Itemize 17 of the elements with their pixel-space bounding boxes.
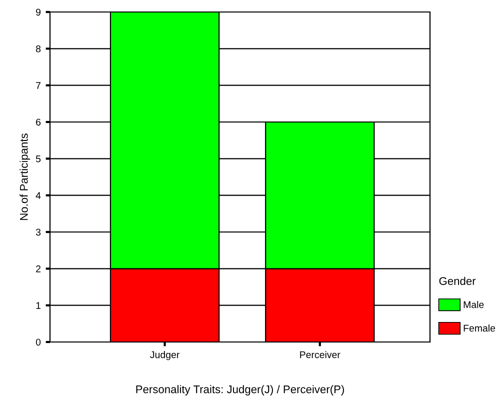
y-tick-label: 2 [36,265,40,272]
y-tick-label: 4 [36,192,41,199]
x-tick-label: Judger [150,351,180,360]
y-tick-label: 8 [36,45,41,52]
y-tick-label: 0 [36,338,41,346]
y-tick-label: 5 [36,156,41,162]
legend-title: Gender [439,276,476,285]
legend-label: Male [464,300,484,308]
y-tick-label: 9 [36,8,41,16]
y-axis-title: No.of Participants [20,134,30,220]
y-tick-label: 1 [36,302,40,309]
y-tick-label: 6 [36,118,41,126]
y-tick-label: 7 [36,82,40,89]
x-axis-title: Personality Traits: Judger(J) / Perceiver(P) [136,385,344,396]
legend-label: Female [464,324,496,332]
y-tick-label: 3 [36,228,41,236]
x-tick-label: Perceiver [300,351,340,358]
